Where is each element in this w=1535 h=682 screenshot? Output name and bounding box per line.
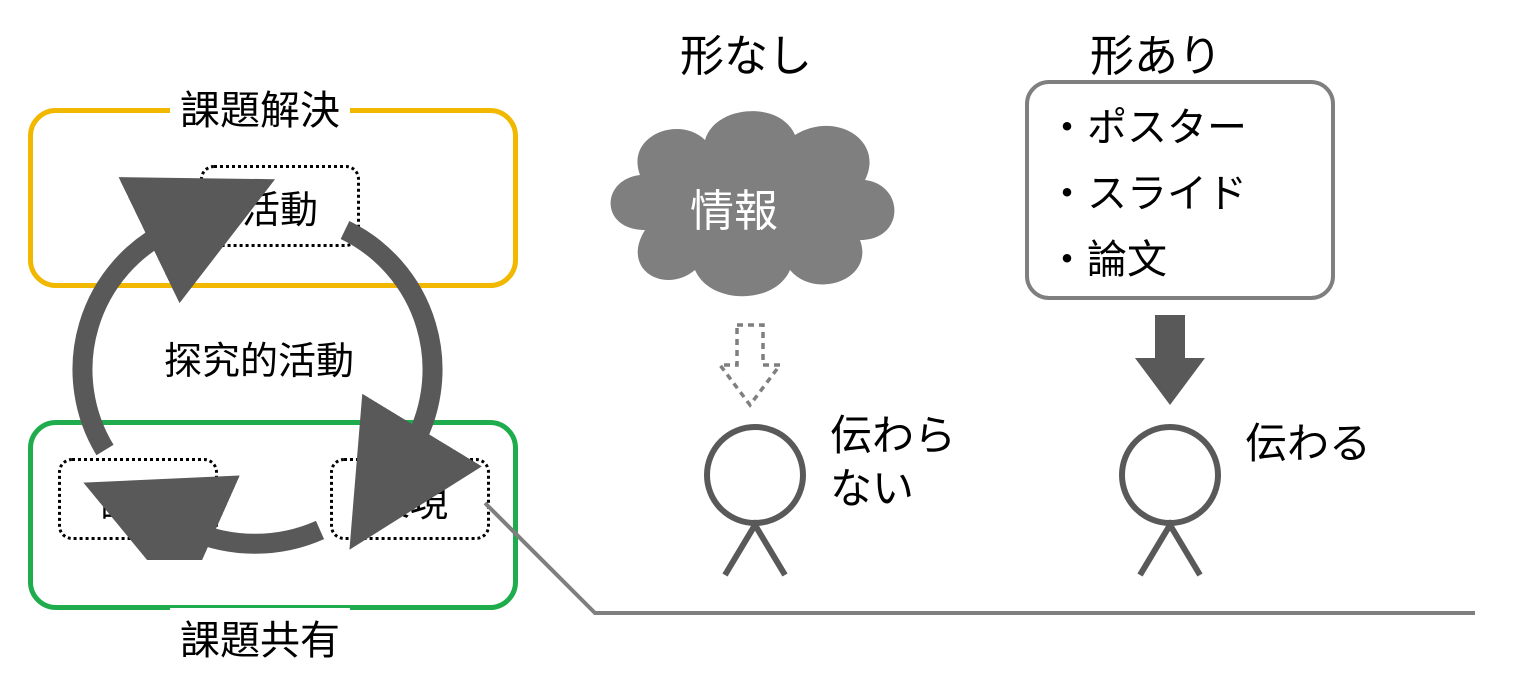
solid-arrow-icon [1130,310,1210,410]
formed-title: 形あり [1090,20,1222,84]
formed-box: ・ポスター ・スライド ・論文 [1025,80,1335,300]
formed-result-label: 伝わる [1245,410,1371,471]
formed-item-2: ・スライド [1047,161,1313,219]
cycle-center-label: 探究的活動 [158,330,360,385]
connector-line [480,498,1480,628]
cloud-label: 情報 [690,175,778,239]
formless-result-text: 伝わらない [830,412,956,512]
formed-item-3: ・論文 [1047,227,1313,285]
problem-sharing-label: 課題共有 [170,608,350,666]
problem-solving-label: 課題解決 [170,78,350,136]
dotted-arrow-icon [715,320,785,410]
formless-title: 形なし [680,20,812,84]
formed-item-1: ・ポスター [1047,95,1313,153]
